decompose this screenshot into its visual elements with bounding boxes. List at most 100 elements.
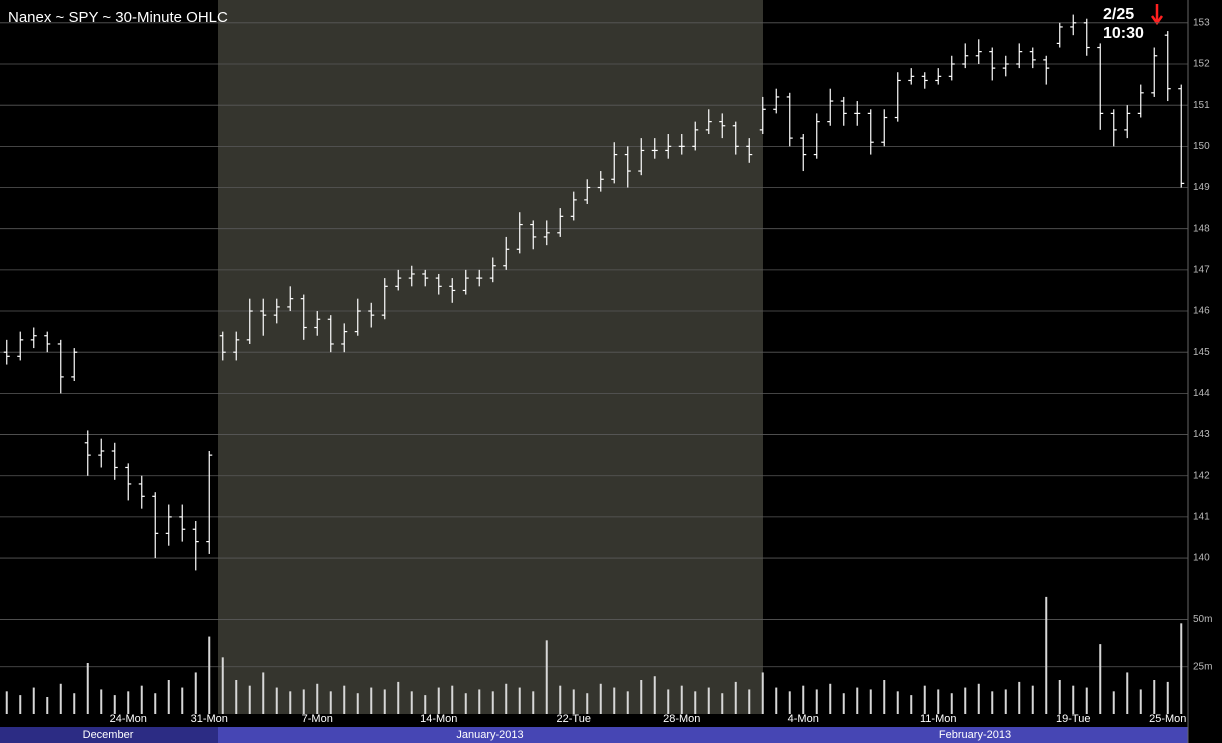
volume-bar [343, 685, 346, 714]
volume-bar [221, 657, 224, 714]
x-tick-label: 7-Mon [302, 713, 333, 725]
volume-bar [640, 680, 643, 714]
annotation: 10:30 [1103, 25, 1144, 42]
volume-bar [613, 687, 616, 714]
y-tick-label: 146 [1193, 306, 1210, 317]
y-tick-label: 150 [1193, 141, 1210, 152]
y-tick-label: 152 [1193, 59, 1210, 70]
volume-bar [140, 685, 143, 714]
volume-bar [181, 687, 184, 714]
volume-bar [1099, 644, 1102, 714]
month-label: January-2013 [456, 729, 523, 741]
volume-bar [491, 691, 494, 714]
volume-bar [1045, 596, 1048, 714]
volume-bar [370, 687, 373, 714]
volume-bar [19, 695, 22, 714]
volume-bar [856, 687, 859, 714]
y-tick-label: 148 [1193, 223, 1210, 234]
volume-bar [1072, 685, 1075, 714]
volume-bar [950, 693, 953, 714]
x-tick-label: 4-Mon [788, 713, 819, 725]
volume-bar [680, 685, 683, 714]
volume-bar [815, 689, 818, 714]
volume-bar [248, 685, 251, 714]
volume-bar [194, 672, 197, 714]
y-tick-label: 143 [1193, 429, 1210, 440]
y-tick-label: 153 [1193, 17, 1210, 28]
volume-bar [964, 687, 967, 714]
chart-title: Nanex ~ SPY ~ 30-Minute OHLC [8, 9, 228, 26]
volume-bar [1139, 689, 1142, 714]
y-tick-label: 151 [1193, 100, 1210, 111]
volume-bar [329, 691, 332, 714]
volume-bar [397, 681, 400, 714]
volume-bar [167, 680, 170, 714]
volume-bar [532, 691, 535, 714]
volume-bar [734, 681, 737, 714]
volume-bar [802, 685, 805, 714]
volume-bar [788, 691, 791, 714]
volume-bar [437, 687, 440, 714]
volume-bar [721, 693, 724, 714]
volume-bar [289, 691, 292, 714]
volume-bar [883, 680, 886, 714]
volume-bar [572, 689, 575, 714]
volume-bar [869, 689, 872, 714]
x-tick-label: 24-Mon [110, 713, 147, 725]
y-tick-label: 144 [1193, 388, 1210, 399]
volume-bar [923, 685, 926, 714]
volume-tick-label: 25m [1193, 661, 1212, 672]
volume-bar [1153, 680, 1156, 714]
volume-bar [1031, 685, 1034, 714]
volume-bar [478, 689, 481, 714]
volume-bar [559, 685, 562, 714]
volume-bar [208, 636, 211, 714]
x-tick-label: 11-Mon [920, 713, 956, 725]
volume-bar [545, 640, 548, 714]
volume-bar [451, 685, 454, 714]
volume-bar [599, 683, 602, 714]
volume-bar [424, 695, 427, 714]
volume-bar [1058, 680, 1061, 714]
x-tick-label: 25-Mon [1149, 713, 1186, 725]
volume-bar [707, 687, 710, 714]
x-tick-label: 31-Mon [191, 713, 228, 725]
y-tick-label: 140 [1193, 553, 1210, 564]
volume-bar [113, 695, 116, 714]
volume-bar [626, 691, 629, 714]
volume-bar [1180, 623, 1183, 714]
volume-bar [586, 693, 589, 714]
volume-bar [275, 687, 278, 714]
volume-tick-label: 50m [1193, 614, 1212, 625]
volume-bar [518, 687, 521, 714]
volume-bar [1126, 672, 1129, 714]
volume-bar [667, 689, 670, 714]
volume-bar [505, 683, 508, 714]
volume-bar [262, 672, 265, 714]
volume-bar [937, 689, 940, 714]
volume-bar [896, 691, 899, 714]
x-tick-label: 14-Mon [420, 713, 457, 725]
month-band [763, 727, 1188, 743]
volume-bar [127, 691, 130, 714]
volume-bar [356, 693, 359, 714]
volume-bar [235, 680, 238, 714]
y-tick-label: 142 [1193, 470, 1210, 481]
month-band [218, 727, 763, 743]
volume-bar [86, 663, 89, 714]
volume-bar [410, 691, 413, 714]
volume-bar [383, 689, 386, 714]
volume-bar [316, 683, 319, 714]
volume-bar [653, 676, 656, 714]
x-tick-label: 22-Tue [557, 713, 591, 725]
y-tick-label: 147 [1193, 264, 1210, 275]
volume-bar [761, 672, 764, 714]
volume-bar [154, 693, 157, 714]
volume-bar [5, 691, 8, 714]
volume-bar [910, 695, 913, 714]
volume-bar [694, 691, 697, 714]
volume-bar [100, 689, 103, 714]
y-tick-label: 141 [1193, 512, 1210, 523]
